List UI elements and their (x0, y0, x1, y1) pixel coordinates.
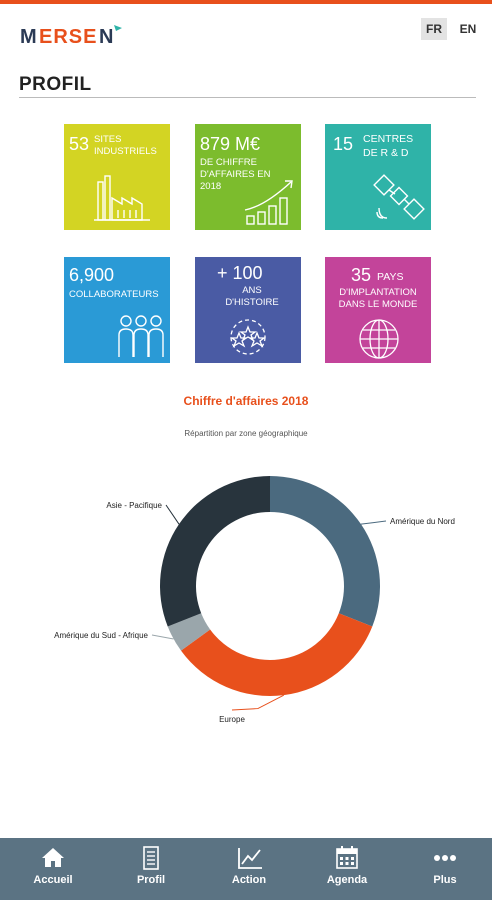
globe-icon (359, 319, 399, 359)
donut-slice-amerique-du-nord[interactable] (270, 476, 381, 627)
tile-sites: 53 SITES INDUSTRIELS (64, 124, 170, 230)
chart-title: Chiffre d'affaires 2018 (183, 394, 309, 408)
revenue-donut-chart: Amérique du Nord Europe Amérique du Sud - … (54, 476, 455, 724)
tile-history: + 100 ANS D'HISTOIRE (195, 257, 301, 363)
tile-number: 6,900 (69, 265, 115, 285)
nav-label: Agenda (326, 874, 368, 886)
tile-number: 15 (333, 134, 354, 154)
tile-number: 53 (69, 134, 90, 154)
leader-line-amerique-du-nord (360, 520, 387, 525)
nav-plus[interactable]: Plus (396, 838, 492, 900)
title-divider (19, 97, 476, 98)
nav-action[interactable]: Action (200, 838, 298, 900)
people-icon (118, 315, 164, 357)
satellite-icon (373, 174, 425, 220)
donut-slice-europe[interactable] (181, 613, 373, 696)
tile-label: SITES INDUSTRIELS (94, 134, 157, 157)
nav-accueil[interactable]: Accueil (4, 838, 102, 900)
growth-chart-icon (244, 180, 293, 225)
donut-slice-asie-pacifique[interactable] (160, 476, 270, 627)
tile-label: COLLABORATEURS (69, 289, 159, 300)
svg-text:N: N (99, 26, 113, 48)
stars-circle-icon (230, 319, 266, 355)
calendar-icon (336, 846, 358, 869)
top-accent-bar (0, 0, 492, 4)
tile-label: D'IMPLANTATION DANS LE MONDE (338, 287, 418, 310)
tile-number: 35 (351, 265, 372, 285)
slice-label-amerique-du-sud-afrique: Amérique du Sud - Afrique (54, 631, 148, 640)
tile-rd-centers: 15 CENTRES DE R & D (325, 124, 431, 230)
bottom-navigation: Accueil Profil Action Agenda Plus (0, 838, 492, 900)
tile-number: + 100 (217, 263, 263, 283)
tile-label: ANS D'HISTOIRE (225, 285, 279, 308)
donut-slice-amerique-du-sud-afrique[interactable] (167, 613, 211, 651)
nav-label: Profil (136, 874, 166, 886)
slice-label-asie-pacifique: Asie - Pacifique (106, 501, 162, 510)
mersen-logo: M ERSE N (20, 22, 130, 50)
nav-agenda[interactable]: Agenda (298, 838, 396, 900)
leader-line-europe (231, 694, 285, 711)
nav-label: Accueil (33, 874, 73, 886)
tile-label: CENTRES DE R & D (363, 133, 414, 159)
tile-countries: 35 PAYS D'IMPLANTATION DANS LE MONDE (325, 257, 431, 363)
chart-line-icon (238, 848, 262, 869)
factory-icon (94, 175, 150, 221)
home-icon (42, 848, 64, 867)
slice-label-europe: Europe (219, 715, 245, 724)
nav-profil[interactable]: Profil (102, 838, 200, 900)
chart-subtitle: Répartition par zone géographique (184, 429, 308, 438)
tile-number: 879 M€ (200, 134, 261, 154)
tile-employees: 6,900 COLLABORATEURS (64, 257, 170, 363)
svg-text:M: M (20, 26, 38, 48)
leader-line-asie-pacifique (165, 504, 180, 525)
page-title: PROFIL (19, 74, 92, 95)
document-icon (143, 846, 159, 870)
slice-label-amerique-du-nord: Amérique du Nord (390, 517, 455, 526)
language-fr-button[interactable]: FR (421, 18, 447, 40)
language-en-button[interactable]: EN (459, 22, 477, 36)
leader-line-amerique-du-sud-afrique (151, 634, 174, 640)
tile-label: DE CHIFFRE D'AFFAIRES EN 2018 (200, 157, 271, 192)
tile-revenue: 879 M€ DE CHIFFRE D'AFFAIRES EN 2018 (195, 124, 301, 230)
svg-text:ERSE: ERSE (39, 26, 97, 48)
nav-label: Plus (433, 874, 457, 886)
more-dots-icon (434, 855, 456, 861)
nav-label: Action (231, 874, 267, 886)
tile-label-inline: PAYS (377, 271, 404, 283)
